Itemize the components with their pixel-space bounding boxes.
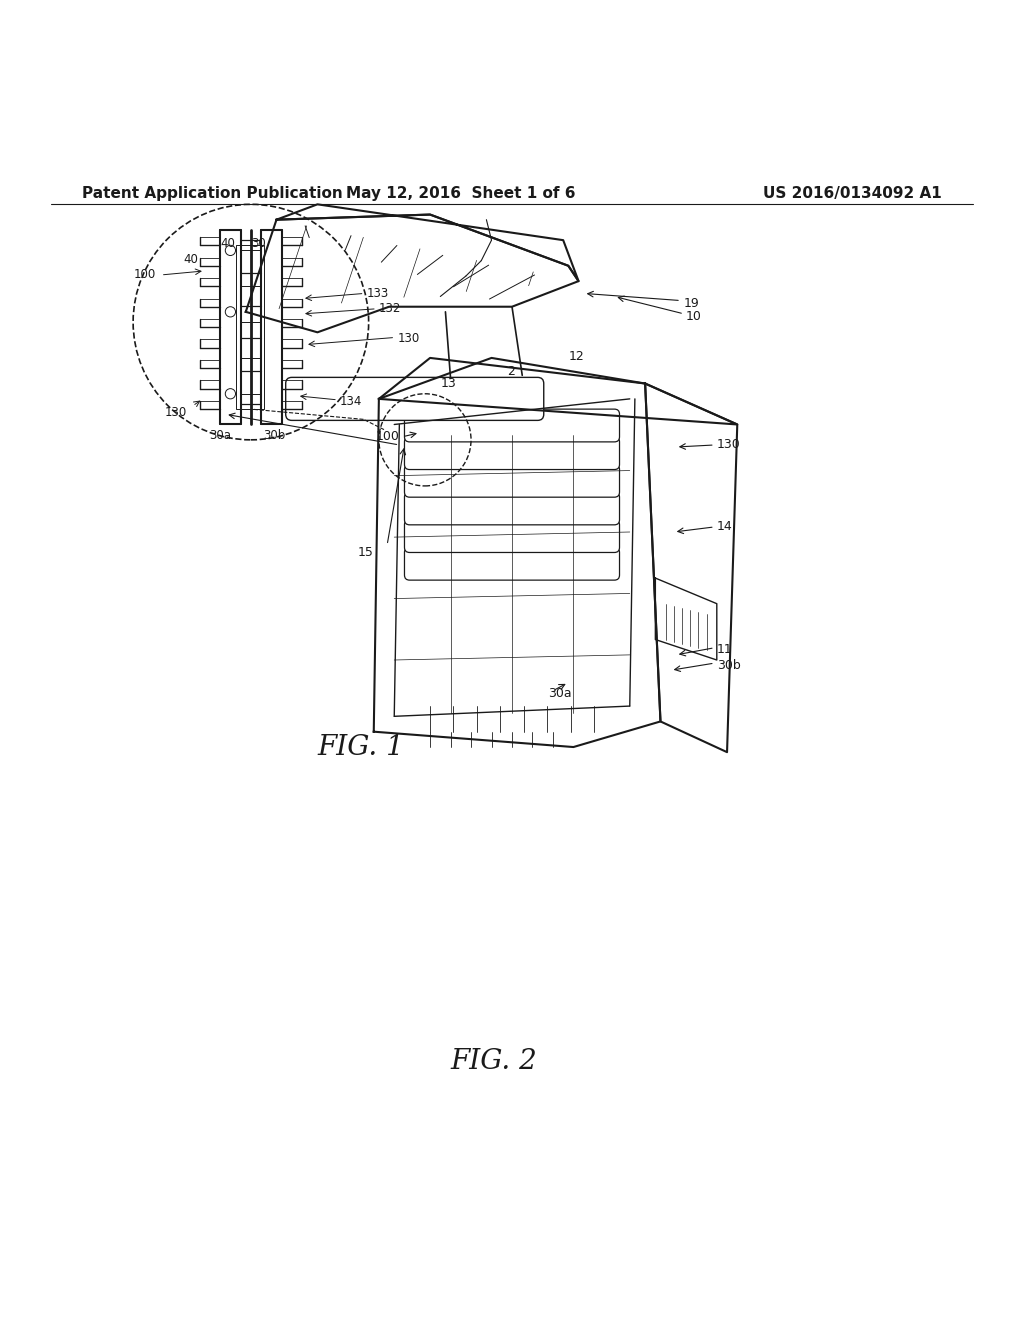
Text: 100: 100: [133, 268, 156, 281]
FancyBboxPatch shape: [286, 378, 544, 420]
Text: 13: 13: [440, 378, 456, 389]
Text: 133: 133: [367, 286, 389, 300]
Text: May 12, 2016  Sheet 1 of 6: May 12, 2016 Sheet 1 of 6: [346, 186, 575, 201]
Text: 30: 30: [251, 238, 265, 249]
Text: US 2016/0134092 A1: US 2016/0134092 A1: [763, 186, 942, 201]
FancyBboxPatch shape: [404, 437, 620, 470]
Text: 11: 11: [717, 643, 732, 656]
Text: 40: 40: [183, 253, 198, 267]
Bar: [236, 246, 264, 409]
Text: FIG. 1: FIG. 1: [317, 734, 404, 760]
Text: 15: 15: [357, 546, 374, 558]
Text: 10: 10: [686, 310, 702, 323]
Text: 132: 132: [379, 302, 401, 315]
FancyBboxPatch shape: [404, 465, 620, 498]
Text: 30a: 30a: [548, 688, 571, 701]
FancyBboxPatch shape: [404, 520, 620, 553]
Text: FIG. 2: FIG. 2: [451, 1048, 538, 1074]
Text: 130: 130: [717, 438, 740, 451]
Text: 130: 130: [397, 331, 420, 345]
Text: Patent Application Publication: Patent Application Publication: [82, 186, 343, 201]
Text: 100: 100: [376, 430, 399, 444]
Text: 19: 19: [684, 297, 699, 310]
Text: 30b: 30b: [717, 659, 740, 672]
FancyBboxPatch shape: [404, 409, 620, 442]
Text: 2: 2: [507, 364, 515, 378]
Text: 30b: 30b: [263, 429, 286, 442]
Text: 30a: 30a: [209, 429, 231, 442]
Text: 12: 12: [568, 350, 584, 363]
Text: 14: 14: [717, 520, 732, 533]
Text: 130: 130: [165, 405, 187, 418]
Text: 134: 134: [340, 396, 362, 408]
FancyBboxPatch shape: [404, 492, 620, 525]
Text: 40: 40: [220, 238, 234, 249]
FancyBboxPatch shape: [404, 548, 620, 579]
